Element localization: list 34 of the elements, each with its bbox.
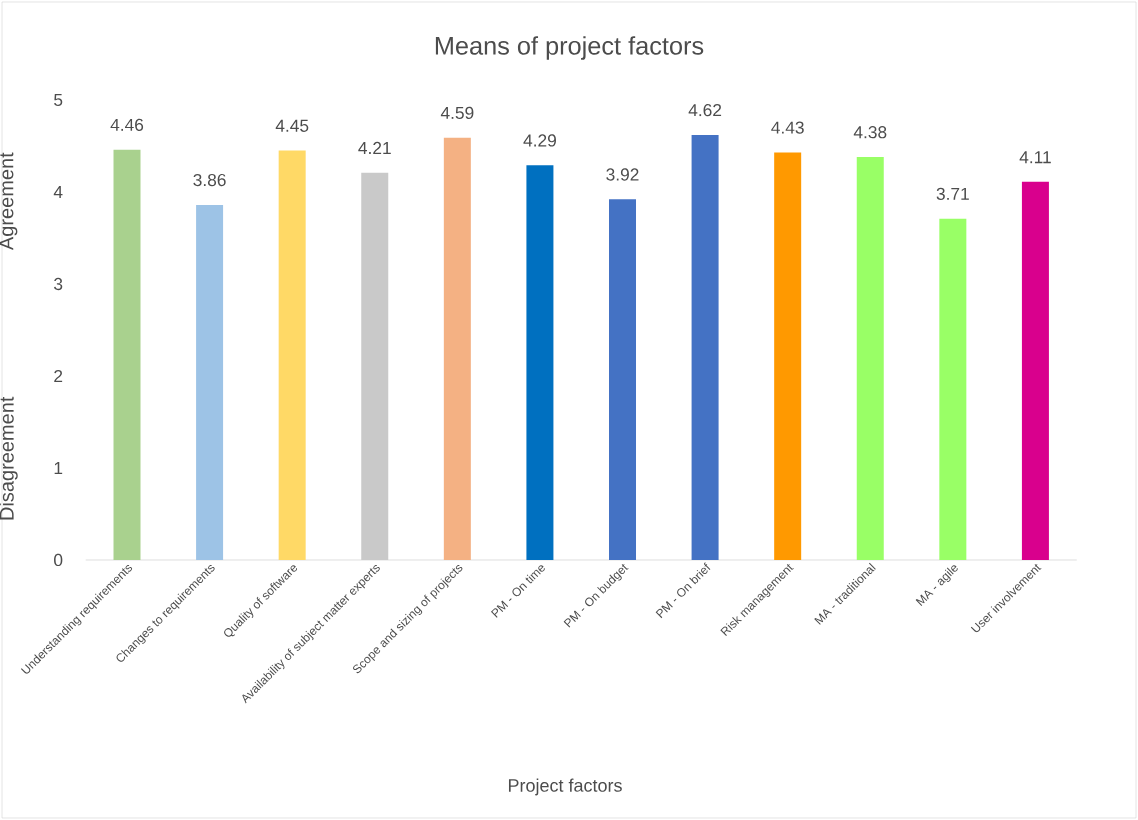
y-tick-label: 0	[54, 553, 63, 567]
chart-title: Means of project factors	[435, 36, 704, 60]
x-tick-label: PM - On time	[490, 565, 545, 618]
data-label: 4.29	[523, 134, 556, 147]
text: Disagreement	[0, 396, 18, 520]
data-label: 4.59	[440, 106, 474, 119]
data-label: 4.62	[688, 103, 722, 117]
y-axis-title: Agreement	[0, 152, 18, 251]
bar	[1021, 181, 1049, 560]
bar	[609, 199, 637, 560]
bar	[113, 149, 141, 560]
bar	[443, 137, 471, 560]
data-label: 4.21	[358, 141, 391, 154]
data-label: 4.11	[1019, 151, 1051, 164]
bar	[526, 165, 554, 560]
bar	[278, 150, 306, 560]
data-label: 4.43	[771, 121, 804, 134]
data-label: 4.38	[853, 126, 887, 139]
x-axis-title: Project factors	[508, 778, 622, 796]
y-tick-label: 2	[54, 369, 63, 383]
data-label: 3.86	[193, 173, 226, 187]
data-label: 4.45	[275, 119, 309, 132]
bar	[774, 152, 802, 560]
bar	[856, 157, 884, 560]
y-tick-label: 1	[54, 462, 63, 474]
data-label: 4.46	[110, 118, 144, 131]
bar	[691, 134, 719, 560]
bar	[939, 218, 967, 560]
y-tick-label: 4	[53, 186, 63, 198]
y-tick-label: 3	[54, 277, 63, 291]
data-label: 3.71	[936, 187, 969, 200]
y-tick-label: 5	[54, 93, 63, 107]
data-label: 3.92	[606, 168, 639, 181]
bar	[196, 204, 224, 560]
